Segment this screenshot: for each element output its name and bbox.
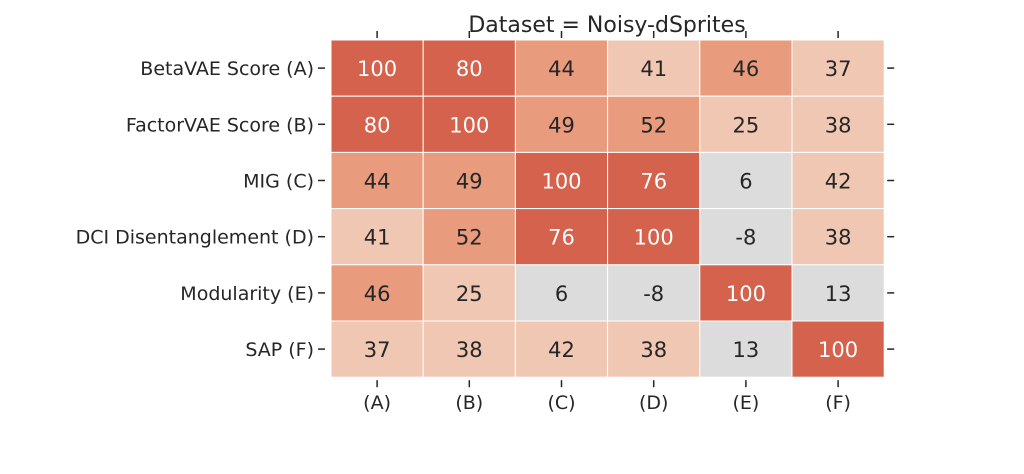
- heatmap-cell: [607, 39, 701, 97]
- cell-value-label: 42: [825, 170, 852, 194]
- cell-value-label: 38: [456, 338, 483, 362]
- cell-value-label: 38: [825, 113, 852, 137]
- heatmap-cell: [699, 208, 793, 266]
- cell-value-label: 100: [541, 170, 581, 194]
- heatmap-cell: [699, 320, 793, 378]
- heatmap-cell: [699, 151, 793, 210]
- cell-value-label: 42: [548, 338, 575, 362]
- heatmap-cell: [607, 151, 701, 210]
- heatmap-cell: [514, 264, 609, 322]
- column-label: (C): [547, 392, 575, 414]
- cell-value-label: 52: [640, 113, 667, 137]
- cell-value-label: 76: [548, 226, 575, 250]
- column-label: (D): [639, 392, 668, 414]
- heatmap-cell: [422, 208, 516, 266]
- cell-value-label: 41: [364, 226, 391, 250]
- heatmap-cell: [514, 39, 609, 97]
- column-label: (F): [825, 392, 851, 414]
- heatmap-cell: [422, 151, 516, 210]
- row-label: MIG (C): [243, 171, 314, 193]
- cell-value-label: -8: [735, 226, 756, 250]
- column-labels: (A) (B) (C) (D) (E) (F): [363, 392, 851, 414]
- row-label: DCI Disentanglement (D): [76, 227, 314, 249]
- cell-value-label: 46: [733, 57, 760, 81]
- cell-value-label: 41: [640, 57, 667, 81]
- cell-value-label: 13: [733, 338, 760, 362]
- column-label: (A): [363, 392, 391, 414]
- heatmap-cell: [791, 39, 885, 97]
- cell-value-label: 52: [456, 226, 483, 250]
- cell-value-label: 80: [456, 57, 483, 81]
- cell-value-label: 76: [640, 170, 667, 194]
- cell-value-label: 46: [364, 282, 391, 306]
- cell-value-label: 25: [733, 113, 760, 137]
- cell-value-label: 38: [825, 226, 852, 250]
- heatmap-cell: [699, 264, 793, 322]
- row-label: SAP (F): [245, 339, 314, 361]
- cell-value-label: 100: [634, 226, 674, 250]
- row-label: FactorVAE Score (B): [126, 114, 314, 136]
- cell-value-label: 49: [548, 113, 575, 137]
- heatmap-cell: [791, 320, 885, 378]
- heatmap-cell: [330, 320, 424, 378]
- heatmap-cell: [607, 208, 701, 266]
- row-label: BetaVAE Score (A): [140, 58, 314, 80]
- cell-value-label: -8: [643, 282, 664, 306]
- cell-value-label: 6: [555, 282, 568, 306]
- cell-value-label: 44: [548, 57, 575, 81]
- cell-value-label: 37: [364, 338, 391, 362]
- cell-value-label: 100: [449, 113, 489, 137]
- column-label: (B): [455, 392, 483, 414]
- cell-value-label: 25: [456, 282, 483, 306]
- row-label: Modularity (E): [180, 283, 314, 305]
- heatmap-cell: [791, 208, 885, 266]
- heatmap-cell: [330, 208, 424, 266]
- row-labels: BetaVAE Score (A) FactorVAE Score (B) MIG …: [76, 58, 314, 361]
- cell-value-label: 37: [825, 57, 852, 81]
- cell-value-label: 100: [818, 338, 858, 362]
- heatmap-cell: [330, 39, 424, 97]
- heatmap-cell: [791, 264, 885, 322]
- heatmap-cell: [607, 320, 701, 378]
- cell-value-label: 100: [726, 282, 766, 306]
- cell-value-label: 38: [640, 338, 667, 362]
- heatmap-cell: [330, 264, 424, 322]
- heatmap-cell: [422, 39, 516, 97]
- heatmap-cell: [607, 264, 701, 322]
- axis-ticks: [318, 31, 895, 388]
- cell-value-label: 44: [364, 170, 391, 194]
- chart-title: Dataset = Noisy-dSprites: [468, 13, 745, 38]
- column-label: (E): [732, 392, 759, 414]
- heatmap-cell: [422, 95, 516, 153]
- heatmap-cell: [607, 95, 701, 153]
- cell-value-label: 80: [364, 113, 391, 137]
- heatmap-cell: [791, 151, 885, 210]
- cell-value-label: 49: [456, 170, 483, 194]
- heatmap-cell: [514, 208, 609, 266]
- cell-value-label: 13: [825, 282, 852, 306]
- cell-value-label: 100: [357, 57, 397, 81]
- cell-value-label: 6: [739, 170, 752, 194]
- heatmap-cells: 100 80 44 41 46 37 80 100 49 52 25 38 44 49 100 76 6 42 41…: [330, 39, 885, 378]
- heatmap-cell: [791, 95, 885, 153]
